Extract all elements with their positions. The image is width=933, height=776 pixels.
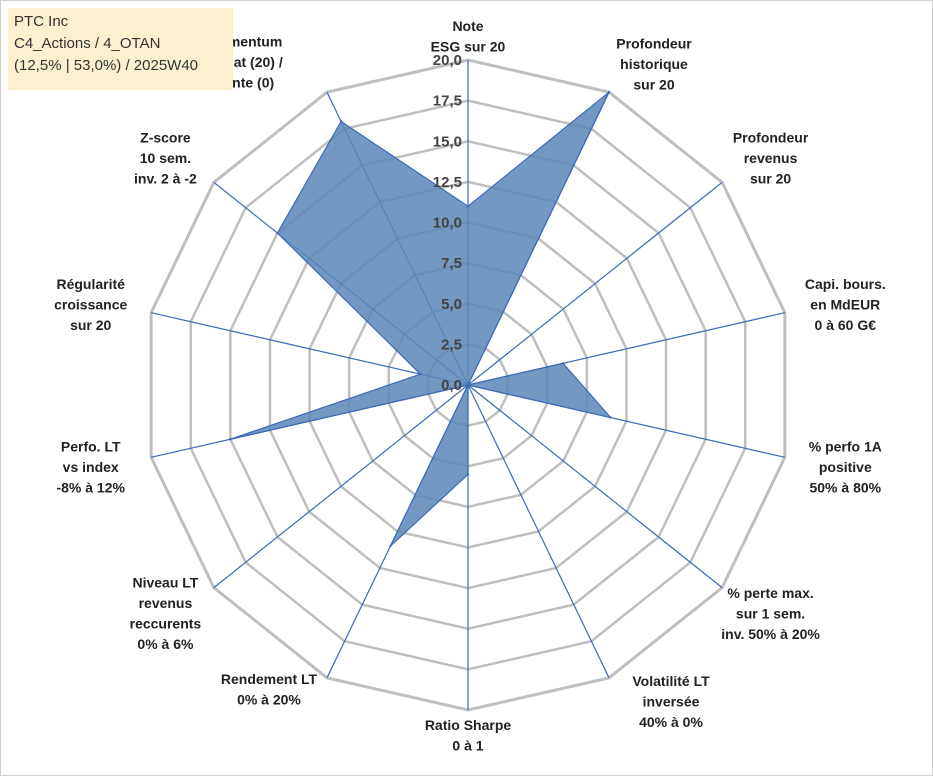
tick-label: 10,0 — [433, 215, 462, 232]
axis-label-line: reccurents — [130, 616, 202, 632]
axis-label: Z-score 10 sem. inv. 2 à -2 — [134, 130, 197, 187]
axis-label-line: sur 1 sem. — [736, 605, 805, 621]
axis-label: % perte max. sur 1 sem. inv. 50% à 20% — [721, 585, 820, 642]
axis-label-line: croissance — [54, 297, 127, 313]
radar-series — [229, 90, 613, 548]
axis-spoke — [467, 384, 610, 679]
axis-label: % perfo 1A positive 50% à 80% — [809, 438, 882, 495]
axis-label-line: Perfo. LT — [61, 438, 121, 454]
axis-label-line: Ratio Sharpe — [425, 717, 512, 733]
axis-label: Profondeur historique sur 20 — [616, 36, 692, 93]
series-point — [276, 231, 279, 235]
axis-label-line: 0% à 20% — [237, 691, 301, 707]
series-point — [229, 438, 232, 441]
axis-label: Profondeur revenus sur 20 — [733, 130, 809, 187]
tick-label: 17,5 — [433, 93, 462, 110]
axis-label: Régularité croissance sur 20 — [54, 276, 127, 333]
title-stats: (12,5% | 53,0%) / 2025W40 — [14, 57, 198, 74]
axis-label-line: Z-score — [140, 130, 191, 146]
tick-label: 7,5 — [441, 255, 462, 272]
axis-label-line: vs index — [63, 459, 119, 475]
axis-label-line: 50% à 80% — [809, 479, 881, 495]
axis-spoke — [213, 384, 469, 589]
axis-label-line: Profondeur — [616, 36, 692, 52]
axis-label-line: sur 20 — [750, 171, 791, 187]
axis-label-line: sur 20 — [633, 77, 674, 93]
tick-label: 0,0 — [441, 377, 462, 394]
axis-label-line: Volatilité LT — [632, 673, 710, 689]
axis-label-line: inv. 2 à -2 — [134, 171, 197, 187]
axis-label-line: en MdEUR — [810, 297, 880, 313]
title-company: PTC Inc — [14, 13, 69, 30]
series-point — [466, 383, 470, 387]
axis-label-line: -8% à 12% — [56, 479, 125, 495]
axis-label-line: sur 20 — [70, 317, 111, 333]
axis-label-line: % perfo 1A — [809, 438, 882, 454]
axis-label-line: % perte max. — [727, 585, 813, 601]
axis-label-line: 0 à 1 — [452, 737, 483, 753]
axis-label-line: ESG sur 20 — [431, 38, 506, 54]
axis-label-line: Note — [452, 18, 483, 34]
axis-spoke — [467, 181, 723, 386]
radial-tick-labels: 0,0 2,5 5,0 7,5 10,0 12,5 15,0 17,5 20,0 — [433, 52, 462, 394]
axis-label-line: Rendement LT — [221, 671, 318, 687]
series-point — [607, 90, 611, 94]
axis-label: Note ESG sur 20 — [431, 18, 506, 55]
series-point — [561, 362, 565, 365]
title-box: PTC Inc C4_Actions / 4_OTAN (12,5% | 53,… — [8, 8, 233, 90]
axis-label: Ratio Sharpe 0 à 1 — [425, 717, 512, 754]
axis-label-line: 0 à 60 G€ — [815, 317, 877, 333]
axis-label-line: Profondeur — [733, 130, 809, 146]
axis-label: Rendement LT 0% à 20% — [221, 671, 318, 708]
series-point — [339, 120, 343, 123]
tick-label: 5,0 — [441, 296, 462, 313]
series-point — [419, 372, 422, 376]
series-area — [230, 91, 613, 547]
axis-label: Volatilité LT inversée 40% à 0% — [632, 673, 710, 730]
axis-label-line: Capi. bours. — [805, 276, 886, 292]
axis-label: Capi. bours. en MdEUR 0 à 60 G€ — [805, 276, 886, 333]
axis-label-line: historique — [620, 56, 688, 72]
series-point — [389, 544, 392, 548]
axis-spoke — [467, 384, 723, 589]
tick-label: 20,0 — [433, 52, 462, 69]
tick-label: 15,0 — [433, 133, 462, 150]
series-point — [466, 205, 470, 208]
axis-label: Niveau LT revenus reccurents 0% à 6% — [130, 575, 202, 653]
axis-label-line: positive — [819, 459, 872, 475]
axis-labels: Note ESG sur 20 Profondeur historique sur 20… — [54, 18, 886, 754]
tick-label: 2,5 — [441, 336, 462, 353]
series-point — [609, 416, 612, 419]
tick-label: 12,5 — [433, 174, 462, 191]
axis-label-line: inversée — [643, 693, 700, 709]
axis-label-line: Niveau LT — [132, 575, 198, 591]
axis-label-line: Régularité — [56, 276, 125, 292]
axis-label-line: revenus — [744, 150, 798, 166]
series-point — [466, 473, 470, 476]
axis-label-line: 40% à 0% — [639, 714, 703, 730]
axis-label-line: inv. 50% à 20% — [721, 626, 820, 642]
axis-spoke — [151, 312, 469, 386]
axis-label-line: revenus — [139, 595, 193, 611]
axis-label-line: 10 sem. — [140, 150, 191, 166]
axis-label: Perfo. LT vs index -8% à 12% — [56, 438, 125, 495]
title-category: C4_Actions / 4_OTAN — [14, 35, 161, 52]
axis-label-line: 0% à 6% — [137, 636, 194, 652]
